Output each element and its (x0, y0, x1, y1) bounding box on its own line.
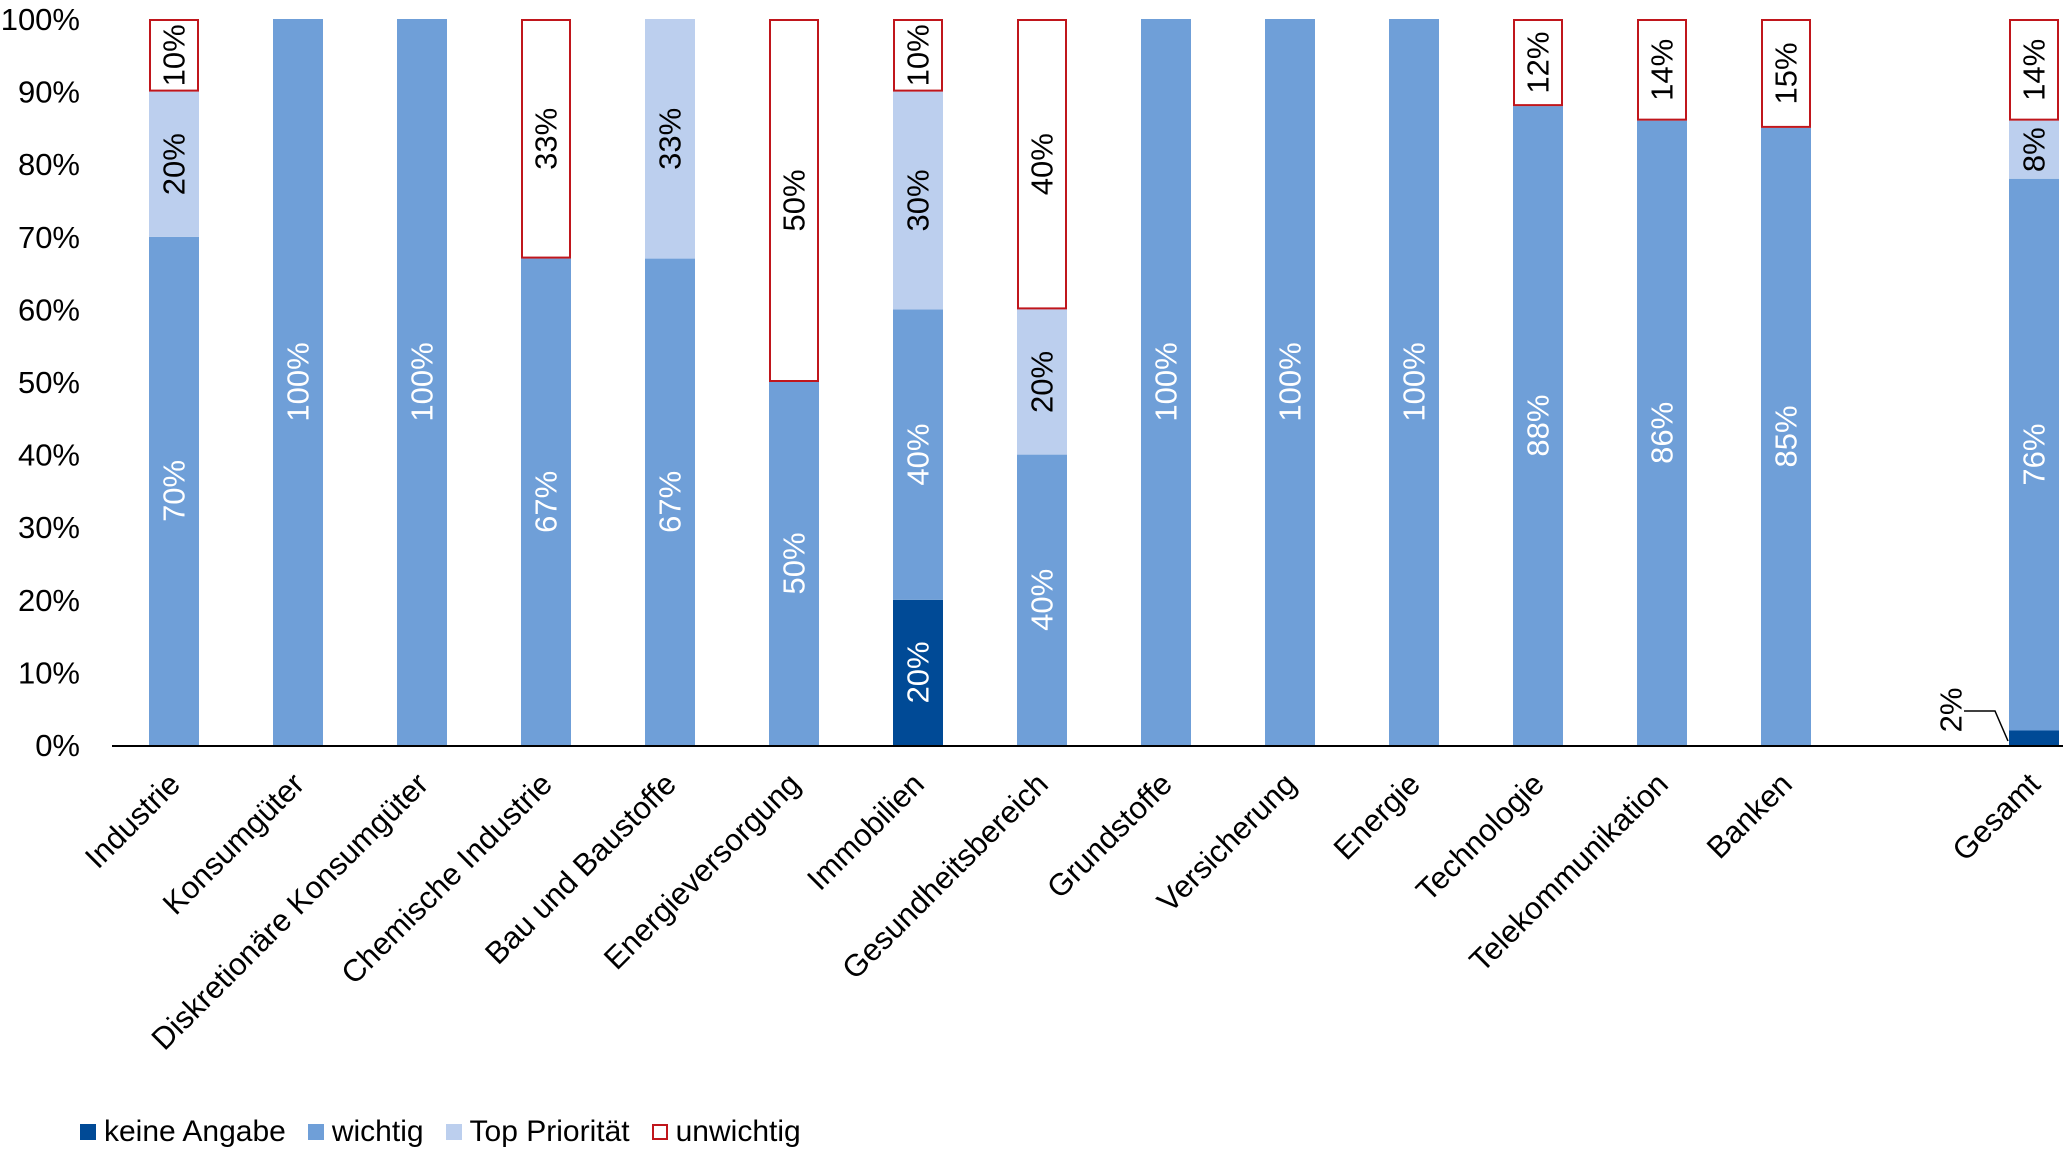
data-label: 100% (405, 342, 440, 421)
bar-segment-unwichtig (1761, 19, 1811, 128)
legend-swatch (445, 1124, 462, 1140)
data-label: 15% (1769, 42, 1804, 104)
legend-item: keine Angabe (80, 1115, 286, 1149)
data-label: 100% (1397, 342, 1432, 421)
y-tick-label: 40% (18, 438, 80, 473)
data-label: 50% (777, 169, 812, 231)
data-label: 86% (1645, 402, 1680, 464)
bar-segment-wichtig (1017, 454, 1067, 745)
data-label: 10% (157, 24, 192, 86)
legend-swatch (80, 1124, 96, 1140)
data-label: 76% (2017, 424, 2052, 486)
bar-segment-top-priorit-t (2009, 120, 2059, 179)
bar-segment-wichtig (893, 309, 943, 600)
bar-segment-unwichtig (893, 19, 943, 92)
y-tick-label: 90% (18, 75, 80, 110)
data-label: 20% (157, 133, 192, 195)
data-label: 40% (1025, 569, 1060, 631)
legend-item: unwichtig (651, 1115, 801, 1149)
callout-leader-line (1964, 710, 2009, 742)
bar-segment-wichtig (769, 382, 819, 745)
x-category-label: Chemische Industrie (334, 766, 559, 991)
data-label: 100% (1149, 342, 1184, 421)
bar-segment-wichtig (149, 236, 199, 746)
bar-segment-wichtig (521, 258, 571, 745)
data-label: 33% (653, 108, 688, 170)
legend-swatch (651, 1124, 668, 1140)
data-label: 40% (1025, 133, 1060, 195)
legend-label: keine Angabe (104, 1115, 286, 1148)
bar-segment-wichtig (645, 258, 695, 745)
bar-segment-top-priorit-t (149, 91, 199, 237)
bar-segment-top-priorit-t (1017, 309, 1067, 455)
bar-segment-unwichtig (2009, 19, 2059, 121)
data-label: 20% (1025, 351, 1060, 413)
bar-segment-wichtig (1637, 120, 1687, 745)
x-category-label: Grundstoffe (1040, 766, 1179, 905)
bar-segment-unwichtig (1637, 19, 1687, 121)
bar-segment-top-priorit-t (645, 19, 695, 259)
legend-label: wichtig (331, 1115, 424, 1148)
bar-segment-unwichtig (1513, 19, 1563, 107)
bar-segment-keine-angabe (893, 599, 943, 745)
bar-segment-wichtig (397, 19, 447, 745)
data-label: 70% (157, 460, 192, 522)
data-label: 12% (1521, 32, 1556, 94)
bar-segment-unwichtig (521, 19, 571, 259)
bar-segment-wichtig (1141, 19, 1191, 745)
data-label: 67% (653, 471, 688, 533)
data-label: 2% (1934, 688, 1969, 733)
bar-segment-wichtig (2009, 178, 2059, 731)
data-label: 20% (901, 641, 936, 703)
bar-segment-wichtig (273, 19, 323, 745)
data-label: 8% (2017, 127, 2052, 172)
data-label: 14% (1645, 39, 1680, 101)
data-label: 14% (2017, 39, 2052, 101)
y-tick-label: 80% (18, 147, 80, 182)
y-tick-label: 10% (18, 655, 80, 690)
x-category-label: Industrie (78, 766, 187, 875)
chart-legend: keine Angabe wichtig Top Priorität unwichti… (80, 1112, 823, 1152)
legend-label: unwichtig (675, 1115, 801, 1148)
data-label: 50% (777, 532, 812, 594)
x-category-label: Immobilien (800, 766, 931, 897)
y-tick-label: 50% (18, 365, 80, 400)
x-category-label: Gesundheitsbereich (835, 766, 1055, 986)
data-label: 100% (281, 342, 316, 421)
bar-segment-unwichtig (769, 19, 819, 382)
data-label: 88% (1521, 395, 1556, 457)
bar-segment-unwichtig (149, 19, 199, 92)
bar-segment-unwichtig (1017, 19, 1067, 310)
legend-label: Top Priorität (469, 1115, 630, 1148)
x-category-label: Banken (1700, 766, 1799, 865)
y-tick-label: 20% (18, 583, 80, 618)
x-category-label: Gesamt (1945, 766, 2047, 868)
x-category-label: Energie (1327, 766, 1427, 866)
data-label: 33% (529, 108, 564, 170)
data-label: 10% (901, 24, 936, 86)
data-label: 67% (529, 471, 564, 533)
y-tick-label: 70% (18, 220, 80, 255)
data-label: 100% (1273, 342, 1308, 421)
bar-segment-wichtig (1265, 19, 1315, 745)
bar-segment-wichtig (1761, 127, 1811, 745)
bar-segment-keine-angabe (2009, 730, 2059, 745)
legend-item: wichtig (307, 1115, 424, 1149)
bar-segment-top-priorit-t (893, 91, 943, 310)
y-tick-label: 100% (1, 2, 80, 37)
y-tick-label: 0% (35, 728, 80, 763)
bar-segment-wichtig (1389, 19, 1439, 745)
data-label: 30% (901, 169, 936, 231)
data-label: 85% (1769, 405, 1804, 467)
legend-swatch (307, 1124, 324, 1140)
bar-segment-wichtig (1513, 106, 1563, 746)
y-tick-label: 30% (18, 510, 80, 545)
y-tick-label: 60% (18, 292, 80, 327)
legend-item: Top Priorität (445, 1115, 630, 1149)
data-label: 40% (901, 424, 936, 486)
